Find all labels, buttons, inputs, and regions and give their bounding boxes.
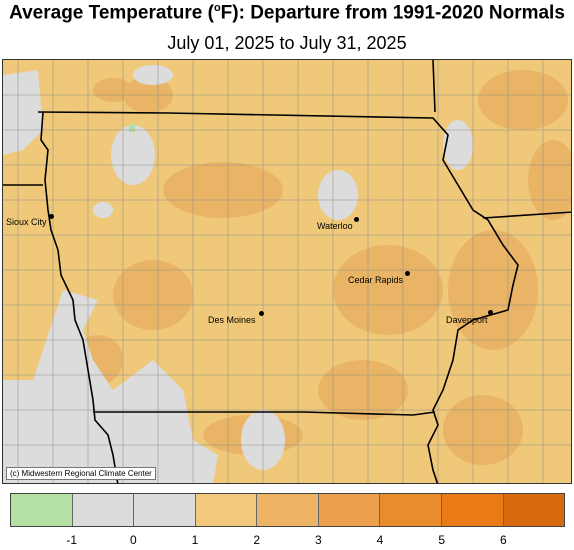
legend-swatch [441, 494, 504, 526]
legend-swatch [318, 494, 381, 526]
legend-tick-label: 6 [499, 533, 507, 547]
legend-tick-label: 0 [129, 533, 137, 547]
legend-tick-label: 2 [253, 533, 260, 547]
legend-tick-label: -1 [66, 533, 77, 547]
credit-label: (c) Midwestern Regional Climate Center [6, 467, 156, 480]
cedar-rapids-dot [405, 271, 410, 276]
des-moines-label: Des Moines [208, 315, 256, 325]
color-legend [10, 493, 565, 527]
waterloo-dot [354, 217, 359, 222]
cool-region [129, 124, 135, 132]
temperature-departure-map: Sioux City Waterloo Cedar Rapids Des Moi… [2, 59, 572, 484]
legend-tick-label: 4 [376, 533, 384, 547]
davenport-label: Davenport [446, 315, 488, 325]
county-grid [3, 60, 571, 483]
legend-swatch [195, 494, 258, 526]
state-borders [3, 60, 571, 483]
legend-swatch [380, 494, 442, 526]
legend-tick-label: 3 [314, 533, 322, 547]
legend-tick-label: 1 [191, 533, 199, 547]
des-moines-dot [259, 311, 264, 316]
map-subtitle: July 01, 2025 to July 31, 2025 [167, 33, 407, 53]
cedar-rapids-label: Cedar Rapids [348, 275, 404, 285]
legend-swatch [503, 494, 565, 526]
near-normal-regions [3, 65, 473, 483]
davenport-dot [488, 310, 493, 315]
legend-swatch [11, 494, 73, 526]
sioux-city-label: Sioux City [6, 217, 47, 227]
map-graphic [3, 60, 571, 483]
legend-swatch [134, 494, 196, 526]
legend-swatch [72, 494, 135, 526]
legend-swatch [257, 494, 319, 526]
legend-tick-label: 5 [438, 533, 445, 547]
waterloo-label: Waterloo [317, 221, 353, 231]
map-title: Average Temperature (oF): Departure from… [9, 2, 565, 24]
sioux-city-dot [49, 214, 54, 219]
